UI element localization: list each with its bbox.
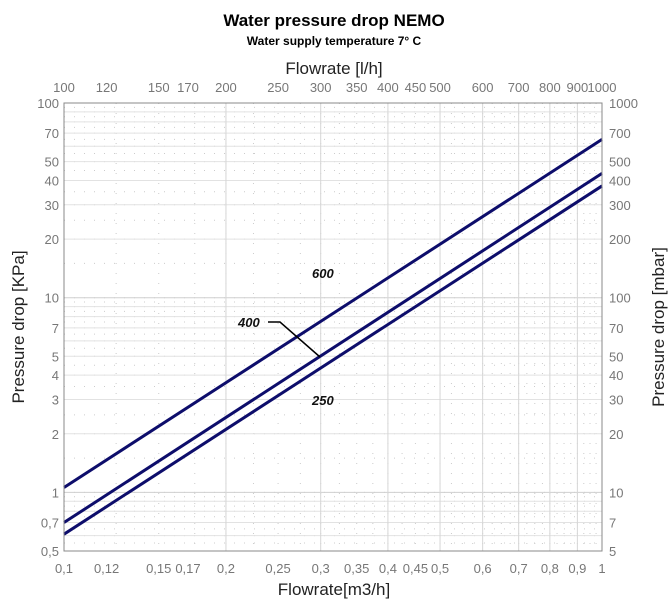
y-tick-label-right: 1000 bbox=[609, 96, 638, 111]
y-tick-label-right: 300 bbox=[609, 198, 631, 213]
y-tick-label-left: 70 bbox=[45, 126, 59, 141]
y-tick-label-right: 700 bbox=[609, 126, 631, 141]
x-tick-label-top: 250 bbox=[267, 80, 289, 95]
y-tick-label-right: 100 bbox=[609, 291, 631, 306]
y-tick-label-left: 40 bbox=[45, 173, 59, 188]
x-tick-label-top: 1000 bbox=[588, 80, 617, 95]
y-tick-label-right: 70 bbox=[609, 321, 623, 336]
curve-label-400: 400 bbox=[237, 315, 260, 330]
series-line-250 bbox=[63, 184, 603, 536]
y-tick-label-right: 50 bbox=[609, 349, 623, 364]
x-tick-label-top: 350 bbox=[346, 80, 368, 95]
series-line-400 bbox=[63, 172, 603, 524]
y-tick-label-right: 200 bbox=[609, 232, 631, 247]
y-tick-label-left: 2 bbox=[52, 427, 59, 442]
y-tick-label-left: 100 bbox=[37, 96, 59, 111]
x-tick-label-bottom: 0,2 bbox=[217, 561, 235, 576]
x-tick-label-top: 120 bbox=[96, 80, 118, 95]
x-tick-label-bottom: 0,35 bbox=[344, 561, 369, 576]
series-line-600 bbox=[63, 138, 603, 489]
x-tick-label-top: 500 bbox=[429, 80, 451, 95]
x-tick-label-bottom: 0,25 bbox=[265, 561, 290, 576]
y-tick-label-right: 400 bbox=[609, 173, 631, 188]
y-axis-left-label: Pressure drop [KPa] bbox=[9, 250, 28, 403]
y-tick-label-left: 1 bbox=[52, 485, 59, 500]
y-tick-label-right: 5 bbox=[609, 544, 616, 559]
curve-400-leader-line bbox=[268, 321, 321, 358]
x-tick-label-top: 600 bbox=[472, 80, 494, 95]
x-tick-label-top: 100 bbox=[53, 80, 75, 95]
x-tick-label-bottom: 0,8 bbox=[541, 561, 559, 576]
y-tick-label-left: 4 bbox=[52, 368, 59, 383]
chart-title: Water pressure drop NEMO bbox=[223, 11, 444, 30]
y-tick-label-left: 0,7 bbox=[41, 516, 59, 531]
x-tick-label-bottom: 1 bbox=[598, 561, 605, 576]
curve-label-250: 250 bbox=[311, 393, 334, 408]
y-tick-label-right: 7 bbox=[609, 516, 616, 531]
x-tick-label-bottom: 0,17 bbox=[175, 561, 200, 576]
x-tick-label-bottom: 0,7 bbox=[510, 561, 528, 576]
x-tick-label-bottom: 0,1 bbox=[55, 561, 73, 576]
x-tick-label-top: 700 bbox=[508, 80, 530, 95]
x-tick-label-top: 300 bbox=[310, 80, 332, 95]
y-tick-label-right: 10 bbox=[609, 485, 623, 500]
x-axis-top-label: Flowrate [l/h] bbox=[285, 59, 382, 78]
y-tick-label-left: 0,5 bbox=[41, 544, 59, 559]
curve-label-600: 600 bbox=[312, 266, 334, 281]
y-tick-label-left: 50 bbox=[45, 155, 59, 170]
x-tick-label-top: 170 bbox=[177, 80, 199, 95]
x-tick-label-bottom: 0,12 bbox=[94, 561, 119, 576]
x-tick-label-bottom: 0,3 bbox=[312, 561, 330, 576]
y-tick-label-right: 30 bbox=[609, 392, 623, 407]
y-tick-label-right: 20 bbox=[609, 427, 623, 442]
x-tick-label-top: 450 bbox=[405, 80, 427, 95]
plot-frame bbox=[63, 102, 603, 552]
x-tick-label-bottom: 0,5 bbox=[431, 561, 449, 576]
y-tick-label-left: 10 bbox=[45, 291, 59, 306]
y-tick-label-left: 20 bbox=[45, 232, 59, 247]
x-tick-label-bottom: 0,4 bbox=[379, 561, 397, 576]
x-tick-label-bottom: 0,15 bbox=[146, 561, 171, 576]
x-tick-label-bottom: 0,9 bbox=[568, 561, 586, 576]
y-axis-right-label: Pressure drop [mbar] bbox=[649, 247, 668, 407]
y-tick-label-left: 3 bbox=[52, 392, 59, 407]
chart-subtitle: Water supply temperature 7° C bbox=[247, 34, 422, 48]
y-tick-label-left: 7 bbox=[52, 321, 59, 336]
x-tick-label-bottom: 0,45 bbox=[403, 561, 428, 576]
x-tick-label-top: 200 bbox=[215, 80, 237, 95]
x-tick-label-top: 900 bbox=[567, 80, 589, 95]
x-tick-label-bottom: 0,6 bbox=[474, 561, 492, 576]
y-tick-label-left: 5 bbox=[52, 349, 59, 364]
x-axis-bottom-label: Flowrate[m3/h] bbox=[278, 580, 390, 599]
y-tick-label-right: 40 bbox=[609, 368, 623, 383]
y-tick-label-right: 500 bbox=[609, 155, 631, 170]
x-tick-label-top: 800 bbox=[539, 80, 561, 95]
y-tick-label-left: 30 bbox=[45, 198, 59, 213]
x-tick-label-top: 400 bbox=[377, 80, 399, 95]
x-tick-label-top: 150 bbox=[148, 80, 170, 95]
